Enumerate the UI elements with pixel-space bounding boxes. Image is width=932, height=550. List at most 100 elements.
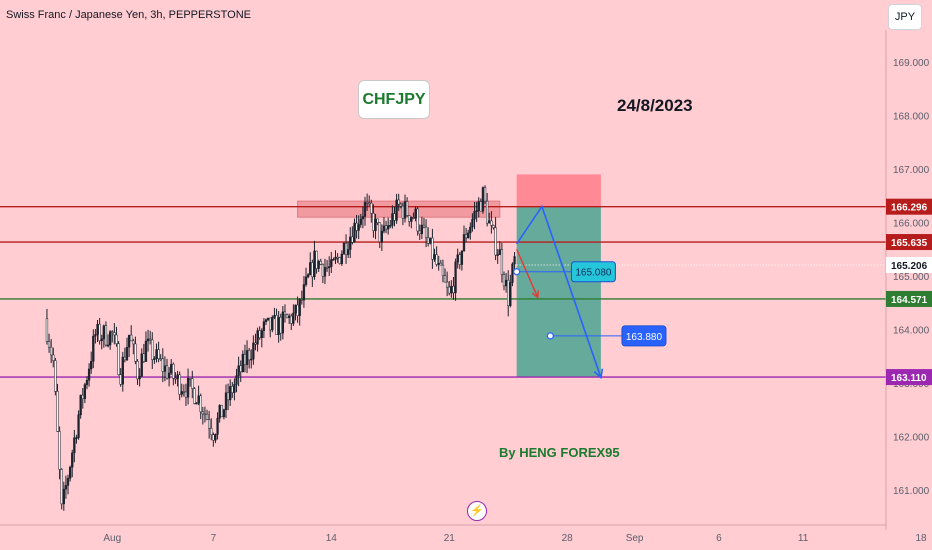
candle-body (456, 254, 459, 263)
drawings-layer: 165.080 163.880 (513, 204, 667, 380)
candle-body (441, 264, 445, 276)
candle-body (288, 315, 291, 319)
x-axis[interactable]: Aug 7 14 21 28 Sep 6 11 18 (0, 524, 927, 544)
candle-body (104, 325, 108, 346)
candle-body (237, 365, 240, 376)
candle-body (340, 253, 343, 264)
candle-body (281, 311, 285, 334)
lightning-bolt-icon[interactable]: ⚡ (467, 501, 487, 521)
axis-label-support: 164.571 (891, 295, 928, 306)
candle-body (479, 201, 482, 212)
candle-body (134, 343, 137, 362)
stop-loss-zone[interactable] (516, 174, 601, 207)
candle-body (330, 259, 333, 267)
candle-body (170, 363, 173, 374)
symbol-title: Swiss Franc / Japanese Yen, 3h, PEPPERST… (6, 9, 251, 21)
candle-body (412, 217, 415, 219)
candle-body (387, 225, 390, 230)
candle-body (260, 330, 263, 339)
marker-2-label-box[interactable] (621, 325, 667, 347)
candle-body (408, 215, 411, 222)
candle-body (290, 315, 293, 324)
candle-body (258, 330, 261, 339)
candle-body (231, 386, 234, 393)
candle-body (296, 304, 299, 316)
candle-body (256, 330, 259, 345)
candle-body (100, 338, 103, 342)
candle-body (212, 434, 215, 441)
candle-body (344, 242, 348, 255)
marker-1-label-box[interactable] (570, 261, 616, 283)
x-tick-label: 28 (562, 533, 574, 544)
candle-body (146, 338, 150, 342)
candle-body (410, 217, 413, 222)
candle-body (262, 321, 266, 331)
candle-body (64, 485, 68, 490)
candle-body (102, 325, 105, 340)
candle-body (368, 202, 371, 205)
candle-body (235, 375, 238, 385)
candle-body (361, 216, 365, 220)
currency-button[interactable]: JPY (888, 4, 922, 30)
candle-body (180, 391, 183, 395)
candle-body (424, 226, 428, 238)
candle-body (403, 201, 407, 219)
projection-arrowhead (593, 368, 604, 380)
candle-body (473, 211, 476, 220)
candle-body (382, 225, 386, 232)
candle-body (68, 466, 72, 479)
projection-path[interactable] (515, 204, 602, 378)
candle-body (450, 285, 453, 294)
candle-body (443, 275, 447, 283)
candle-body (182, 391, 186, 393)
axis-label-resistance-upper-bg (886, 198, 932, 215)
candle-body (414, 208, 417, 219)
candle-body (332, 259, 335, 261)
candle-body (378, 222, 381, 243)
candle-body (399, 203, 402, 207)
candle-body (184, 391, 188, 398)
candle-body (427, 237, 430, 244)
candle-body (186, 378, 190, 398)
candle-body (163, 365, 167, 372)
candle-body (475, 210, 478, 212)
marker-1-dot[interactable] (513, 268, 521, 276)
candle-body (422, 224, 426, 228)
candle-body (509, 282, 512, 306)
y-tick-label: 166.000 (893, 219, 930, 230)
candle-body (159, 358, 162, 360)
candle-body (464, 234, 468, 239)
candle-body (77, 414, 80, 438)
author-note[interactable]: By HENG FOREX95 (499, 445, 620, 460)
candle-body (511, 263, 514, 283)
candle-body (54, 360, 57, 392)
candle-body (355, 222, 358, 231)
candle-body (224, 392, 228, 411)
candle-body (195, 402, 198, 405)
red-projection-arrow[interactable] (516, 248, 539, 298)
candle-body (317, 260, 320, 269)
pair-note[interactable]: CHFJPY (358, 80, 430, 119)
candle-body (56, 391, 59, 432)
candle-body (431, 237, 434, 260)
candle-body (142, 353, 145, 362)
y-axis[interactable]: 161.000162.000163.000164.000165.000166.0… (885, 30, 930, 530)
candle-body (374, 218, 377, 231)
candle-body (277, 317, 280, 335)
candle-body (71, 452, 74, 468)
candle-body (365, 201, 369, 204)
price-layer (45, 185, 516, 511)
candle-body (264, 319, 268, 322)
candle-body (167, 372, 171, 379)
x-tick-label: 7 (211, 533, 217, 544)
candle-body (205, 413, 209, 420)
marker-2-dot[interactable] (546, 332, 554, 340)
candle-body (500, 249, 504, 275)
candle-body (79, 394, 82, 416)
take-profit-zone[interactable] (516, 206, 601, 378)
date-note[interactable]: 24/8/2023 (617, 96, 693, 115)
candle-body (416, 208, 419, 232)
candle-body (372, 213, 375, 231)
x-tick-label: Sep (626, 533, 644, 544)
